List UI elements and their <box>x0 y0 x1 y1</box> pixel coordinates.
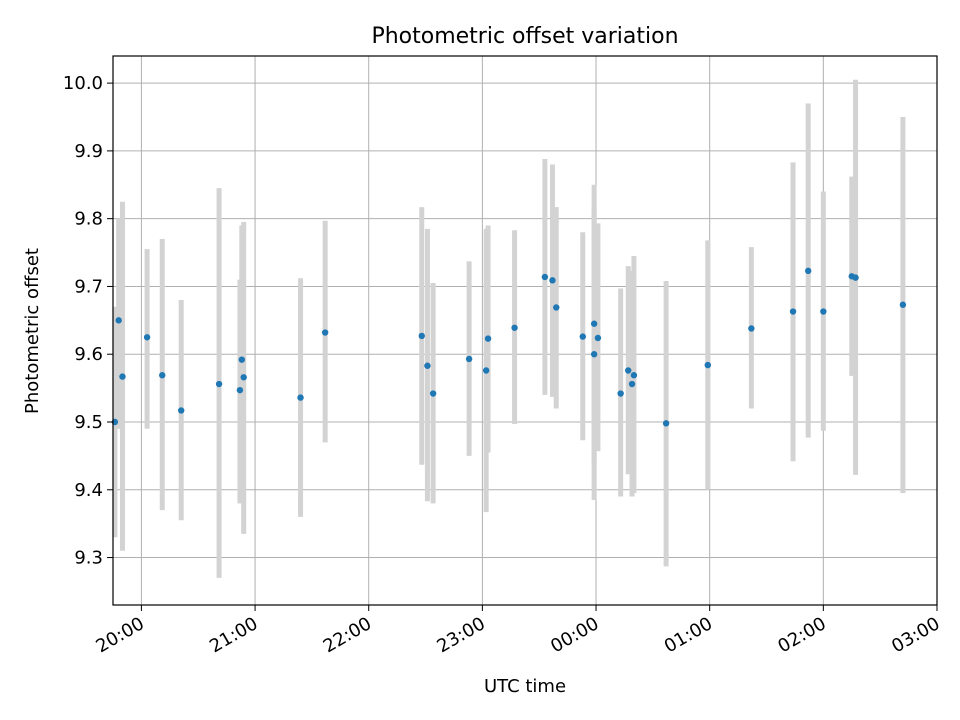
data-point <box>240 374 247 381</box>
data-point <box>238 356 246 363</box>
data-point <box>625 367 632 374</box>
data-point <box>852 274 859 281</box>
data-point <box>424 362 431 369</box>
y-tick-label: 9.5 <box>74 412 103 433</box>
y-axis-label: Photometric offset <box>22 248 43 414</box>
data-point <box>594 334 602 342</box>
point-layer <box>111 267 907 427</box>
data-point <box>541 273 549 281</box>
data-point <box>748 325 755 332</box>
data-point <box>236 386 244 394</box>
data-point <box>482 367 490 374</box>
data-point <box>820 308 827 315</box>
data-point <box>804 267 812 275</box>
data-point <box>628 380 636 388</box>
chart-title: Photometric offset variation <box>371 24 678 49</box>
y-tick-label: 9.3 <box>74 548 103 569</box>
plot-frame <box>112 55 938 606</box>
data-point <box>511 324 518 331</box>
data-point <box>484 335 492 342</box>
data-point <box>549 277 556 284</box>
data-point <box>429 390 437 397</box>
data-point <box>617 390 624 397</box>
data-point <box>177 407 185 414</box>
data-point <box>630 372 638 379</box>
x-axis-label: UTC time <box>484 676 566 697</box>
data-point <box>579 333 586 340</box>
data-point <box>662 420 670 427</box>
data-point <box>899 301 907 308</box>
y-tick-label: 9.8 <box>74 209 103 230</box>
y-tick-label: 10.0 <box>63 73 103 94</box>
y-tick-label: 9.6 <box>74 344 103 365</box>
data-point <box>418 332 425 340</box>
data-point <box>321 329 329 336</box>
data-point <box>115 317 122 324</box>
y-tick-label: 9.9 <box>74 141 103 162</box>
data-point <box>215 380 223 388</box>
data-point <box>297 394 304 401</box>
data-point <box>143 334 151 341</box>
data-point <box>590 351 598 358</box>
data-point <box>704 361 711 369</box>
data-point <box>553 304 560 311</box>
data-point <box>590 320 598 327</box>
data-point <box>789 308 797 315</box>
data-point <box>465 355 473 363</box>
y-tick-label: 9.7 <box>74 276 103 297</box>
data-point <box>159 372 166 379</box>
y-tick-label: 9.4 <box>74 480 103 501</box>
data-point <box>119 373 126 380</box>
